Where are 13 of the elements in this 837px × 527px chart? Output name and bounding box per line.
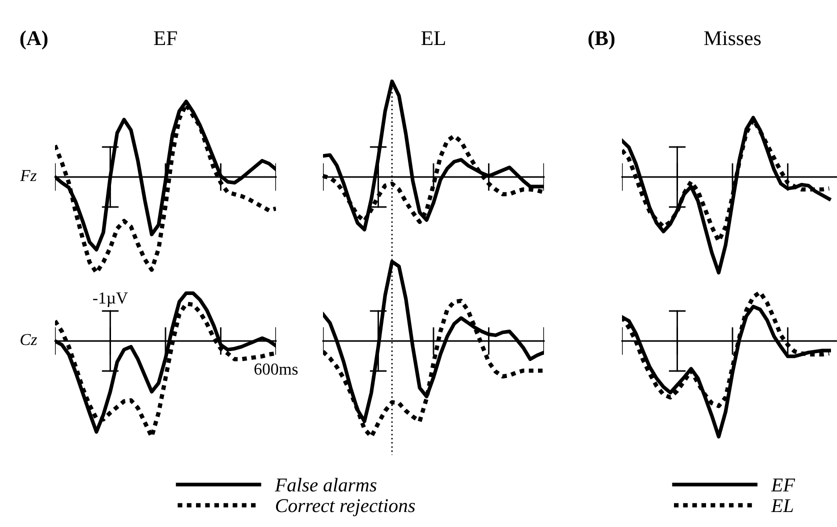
chart-title: EF xyxy=(154,31,177,46)
y-axis-title: Fz xyxy=(20,170,37,182)
chart-title: EL xyxy=(421,31,445,46)
text: (A) xyxy=(20,30,48,50)
legend-label: EF xyxy=(770,478,796,492)
annotation: 600ms xyxy=(254,363,298,375)
y-axis-title: Cz xyxy=(20,334,38,346)
legend-label: False alarms xyxy=(274,478,376,492)
text: (B) xyxy=(588,30,614,50)
legend-label: EL xyxy=(770,499,793,512)
chart-title: Misses xyxy=(704,31,761,46)
legend-label: Correct rejections xyxy=(276,499,415,516)
annotation: -1µV xyxy=(93,292,128,307)
